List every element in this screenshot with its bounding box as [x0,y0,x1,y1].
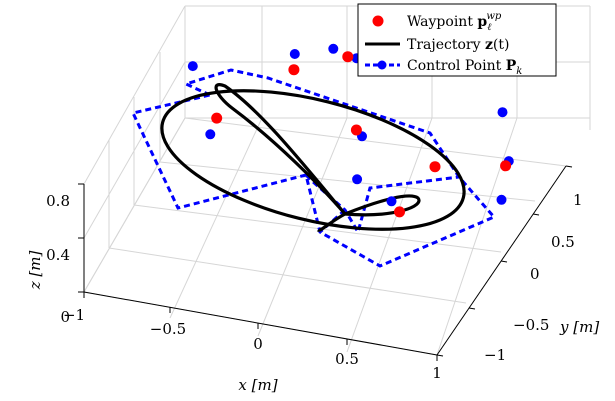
legend-waypoint-label: Waypoint pℓwp [407,11,502,33]
y-tick-mark [500,260,508,263]
y-tick-label: 0.5 [551,233,575,251]
y-tick-mark [565,165,573,168]
legend: Waypoint pℓwp Trajectory z(t) Control Po… [357,3,557,77]
grid-line [159,161,536,202]
z-tick-label: 0.4 [46,246,70,264]
y-axis-label: y [m] [559,318,599,336]
legend-waypoint-marker [372,15,384,27]
waypoint-marker [500,160,512,172]
y-tick-label: 1 [573,191,583,209]
grid-line [346,117,433,353]
grid-line [169,117,263,319]
control-point-marker [497,107,508,118]
x-tick-labels: −1 −0.5 0 0.5 1 [63,306,442,382]
control-polygon [304,173,460,236]
trajectory-loop-right [344,194,421,217]
y-tick-labels: −1 −0.5 0 0.5 1 [484,191,583,364]
control-polygon [130,68,497,268]
trajectory-loop-left [214,83,347,216]
x-axis-label: x [m] [238,376,277,394]
waypoints [211,51,512,218]
grid-line [108,247,467,304]
waypoint-marker [429,161,441,173]
control-point-marker [187,61,198,72]
y-tick-mark [436,354,444,357]
control-point-marker [352,174,363,185]
z-axis-label: z [m] [26,251,44,291]
z-tick-label: 0 [60,308,70,326]
y-tick-mark [532,213,540,216]
control-point-marker [205,129,216,140]
trajectory [160,83,466,232]
legend-control-marker [377,60,387,70]
axes [78,165,573,361]
grid-line [133,204,502,253]
control-point-marker [386,196,397,207]
y-tick-label: 0 [530,265,540,283]
x-tick-label: −1 [63,306,85,324]
legend-control-label: Control Point Pk [407,58,522,77]
y-tick-label: −1 [484,346,506,364]
control-point-marker [328,43,339,54]
x-tick-label: −0.5 [150,320,186,338]
x-tick-label: 1 [432,364,442,382]
trajectory-loop-outer [160,89,466,231]
x-tick-label: 0 [253,335,263,353]
waypoint-marker [342,51,354,63]
control-point-marker [289,49,300,59]
x-axis-line [83,291,438,356]
x-tick-label: 0.5 [335,350,359,368]
grid-line [184,117,567,167]
trajectory-segment [316,212,346,232]
legend-trajectory-label: Trajectory z(t) [407,37,509,53]
z-tick-label: 0.8 [46,192,70,210]
y-tick-mark [468,307,476,310]
control-point-marker [496,194,507,205]
grid-line [83,5,186,185]
y-tick-label: −0.5 [513,316,549,334]
waypoint-marker [288,64,300,76]
waypoint-marker [394,206,405,218]
control-polygon [319,208,346,234]
z-tick-labels: 0 0.4 0.8 [46,192,70,326]
waypoint-marker [350,124,362,136]
grid-line [436,117,518,356]
y-axis-line [436,165,567,356]
waypoint-marker [211,112,223,124]
